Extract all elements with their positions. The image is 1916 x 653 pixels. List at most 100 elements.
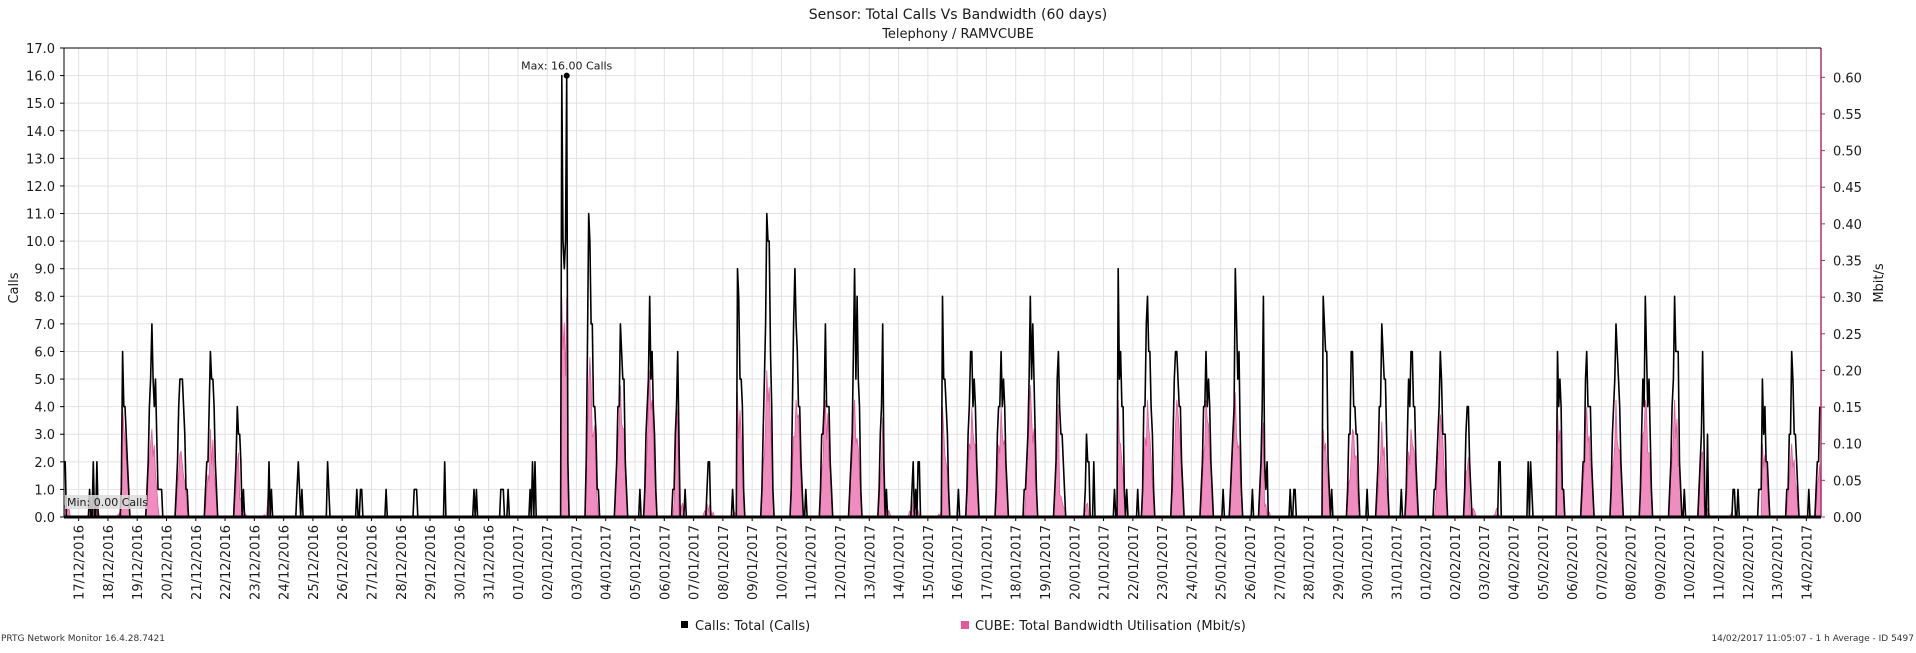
x-tick-label: 23/01/2017: [1156, 525, 1171, 600]
grid: [64, 47, 1821, 518]
x-tick-label: 26/01/2017: [1244, 525, 1259, 600]
y2-tick-label: 0.50: [1833, 145, 1862, 160]
y-tick-label: 14.0: [26, 125, 55, 140]
y2-tick-label: 0.00: [1833, 511, 1862, 526]
y-tick-label: 9.0: [34, 263, 55, 278]
y2-tick-label: 0.20: [1833, 364, 1862, 379]
max-annotation: Max: 16.00 Calls: [521, 60, 612, 73]
x-tick-label: 12/01/2017: [834, 525, 849, 600]
x-tick-label: 17/01/2017: [980, 525, 995, 600]
footer-version: PRTG Network Monitor 16.4.28.7421: [1, 634, 165, 644]
x-tick-label: 02/02/2017: [1449, 525, 1464, 600]
x-tick-label: 20/12/2016: [161, 525, 176, 600]
x-tick-label: 31/12/2016: [483, 525, 498, 600]
x-tick-label: 18/12/2016: [102, 525, 117, 600]
y-tick-label: 8.0: [34, 290, 55, 305]
y2-axis-label: Mbit/s: [1872, 263, 1887, 303]
legend-bandwidth-swatch: [961, 621, 969, 629]
y2-tick-label: 0.40: [1833, 218, 1862, 233]
x-tick-label: 19/12/2016: [131, 525, 146, 600]
legend: Calls: Total (Calls) CUBE: Total Bandwid…: [681, 619, 1246, 634]
x-tick-label: 29/01/2017: [1332, 525, 1347, 600]
x-tick-label: 03/02/2017: [1478, 525, 1493, 600]
x-tick-label: 15/01/2017: [922, 525, 937, 600]
x-tick-label: 12/02/2017: [1742, 525, 1757, 600]
y-tick-label: 0.0: [34, 511, 55, 526]
x-tick-label: 22/12/2016: [219, 525, 234, 600]
max-marker: [563, 72, 570, 79]
x-tick-label: 20/01/2017: [1068, 525, 1083, 600]
x-tick-label: 04/02/2017: [1508, 525, 1523, 600]
y2-tick-label: 0.15: [1833, 401, 1862, 416]
x-tick-label: 23/12/2016: [248, 525, 263, 600]
x-tick-label: 27/01/2017: [1273, 525, 1288, 600]
y-tick-label: 4.0: [34, 401, 55, 416]
y-tick-label: 7.0: [34, 318, 55, 333]
x-tick-label: 07/01/2017: [688, 525, 703, 600]
y-tick-label: 13.0: [26, 152, 55, 167]
x-tick-label: 30/12/2016: [453, 525, 468, 600]
calls-series-layer: [64, 74, 1821, 518]
x-tick-label: 09/01/2017: [746, 525, 761, 600]
footer-timestamp: 14/02/2017 11:05:07 - 1 h Average - ID 5…: [1711, 634, 1914, 644]
y-tick-label: 6.0: [34, 345, 55, 360]
min-annotation-bg: [65, 495, 147, 509]
x-tick-label: 06/01/2017: [658, 525, 673, 600]
chart-title: Sensor: Total Calls Vs Bandwidth (60 day…: [809, 7, 1107, 23]
x-tick-label: 26/12/2016: [336, 525, 351, 600]
x-tick-label: 29/12/2016: [424, 525, 439, 600]
x-tick-label: 01/01/2017: [512, 525, 527, 600]
x-tick-label: 19/01/2017: [1039, 525, 1054, 600]
y-tick-label: 17.0: [26, 42, 55, 57]
y2-tick-label: 0.55: [1833, 108, 1862, 123]
x-tick-label: 05/02/2017: [1537, 525, 1552, 600]
x-tick-label: 31/01/2017: [1390, 525, 1405, 600]
y2-tick-label: 0.05: [1833, 474, 1862, 489]
annotations: Max: 16.00 Calls Min: 0.00 Calls: [65, 60, 613, 509]
y2-tick-label: 0.60: [1833, 71, 1862, 86]
chart-subtitle: Telephony / RAMVCUBE: [881, 27, 1034, 42]
y-tick-label: 11.0: [26, 208, 55, 223]
x-tick-label: 06/02/2017: [1566, 525, 1581, 600]
x-tick-label: 02/01/2017: [541, 525, 556, 600]
x-tick-label: 17/12/2016: [73, 525, 88, 600]
min-annotation: Min: 0.00 Calls: [67, 496, 148, 509]
x-tick-label: 13/02/2017: [1771, 525, 1786, 600]
y2-tick-label: 0.45: [1833, 181, 1862, 196]
x-tick-label: 24/12/2016: [278, 525, 293, 600]
x-tick-label: 14/01/2017: [893, 525, 908, 600]
x-tick-label: 11/02/2017: [1713, 525, 1728, 600]
x-tick-label: 27/12/2016: [366, 525, 381, 600]
x-tick-label: 01/02/2017: [1420, 525, 1435, 600]
y-tick-label: 16.0: [26, 70, 55, 85]
x-tick-label: 04/01/2017: [600, 525, 615, 600]
y2-axis-ticks: 0.00 0.05 0.10 0.15 0.20 0.25 0.30 0.35 0.40 0.45…: [1821, 71, 1862, 526]
x-tick-label: 14/02/2017: [1800, 525, 1815, 600]
y-tick-label: 3.0: [34, 428, 55, 443]
x-tick-label: 25/01/2017: [1215, 525, 1230, 600]
x-tick-label: 24/01/2017: [1185, 525, 1200, 600]
x-tick-label: 10/01/2017: [775, 525, 790, 600]
y-tick-label: 5.0: [34, 373, 55, 388]
x-tick-label: 08/02/2017: [1625, 525, 1640, 600]
x-tick-label: 21/12/2016: [190, 525, 205, 600]
y2-tick-label: 0.30: [1833, 291, 1862, 306]
x-tick-label: 28/12/2016: [395, 525, 410, 600]
y-tick-label: 1.0: [34, 483, 55, 498]
x-tick-label: 21/01/2017: [1098, 525, 1113, 600]
x-tick-label: 18/01/2017: [1010, 525, 1025, 600]
x-tick-label: 25/12/2016: [307, 525, 322, 600]
x-tick-label: 03/01/2017: [571, 525, 586, 600]
legend-bandwidth-label: CUBE: Total Bandwidth Utilisation (Mbit/…: [975, 619, 1246, 634]
y-tick-label: 10.0: [26, 235, 55, 250]
x-tick-label: 05/01/2017: [629, 525, 644, 600]
x-tick-label: 30/01/2017: [1361, 525, 1376, 600]
x-tick-label: 22/01/2017: [1127, 525, 1142, 600]
y-tick-label: 15.0: [26, 97, 55, 112]
x-tick-label: 16/01/2017: [951, 525, 966, 600]
y-axis-ticks: 0.0 1.0 2.0 3.0 4.0 5.0 6.0 7.0 8.0 9.0 10.0 11.0 12…: [26, 42, 64, 526]
y2-tick-label: 0.25: [1833, 328, 1862, 343]
legend-calls-swatch: [681, 621, 688, 628]
axes: [63, 47, 1822, 519]
